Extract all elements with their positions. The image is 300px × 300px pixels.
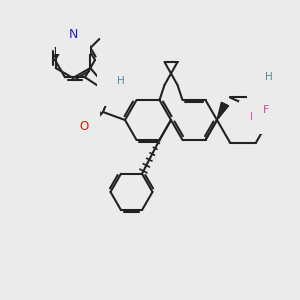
- Text: H: H: [265, 73, 273, 82]
- Text: F: F: [263, 106, 269, 116]
- Text: N: N: [109, 82, 117, 94]
- Text: N: N: [68, 28, 78, 41]
- Text: H: H: [117, 76, 125, 86]
- Text: O: O: [80, 119, 88, 133]
- Text: F: F: [258, 94, 264, 104]
- Text: O: O: [272, 79, 282, 92]
- Polygon shape: [217, 102, 229, 120]
- Text: F: F: [250, 112, 256, 122]
